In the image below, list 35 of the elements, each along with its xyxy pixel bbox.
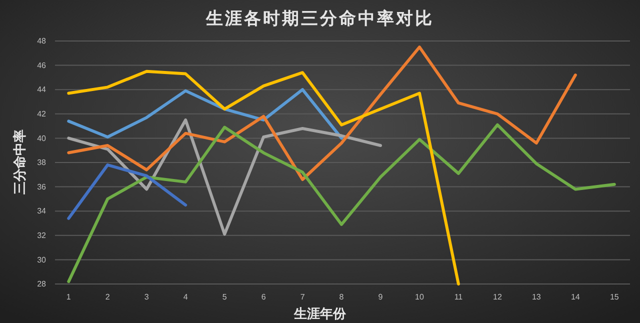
x-tick-label: 1 bbox=[66, 292, 72, 302]
y-tick-label: 30 bbox=[37, 255, 47, 264]
y-tick-label: 28 bbox=[37, 280, 47, 289]
x-tick-label: 9 bbox=[378, 292, 384, 302]
y-tick-label: 38 bbox=[37, 158, 47, 168]
line-series bbox=[67, 70, 460, 286]
chart-title: 生涯各时期三分命中率对比 bbox=[205, 9, 434, 29]
y-tick-label: 34 bbox=[37, 206, 47, 216]
x-tick-label: 8 bbox=[339, 292, 344, 302]
x-tick-label: 12 bbox=[493, 292, 502, 302]
y-tick-label: 36 bbox=[37, 182, 47, 192]
y-axis-title: 三分命中率 bbox=[12, 130, 28, 194]
line-series bbox=[67, 118, 382, 236]
x-tick-label: 14 bbox=[570, 292, 580, 302]
line-series bbox=[67, 46, 577, 182]
y-tick-label: 40 bbox=[37, 134, 47, 143]
x-tick-label: 11 bbox=[454, 292, 464, 302]
x-axis-title: 生涯年份 bbox=[293, 307, 347, 322]
x-tick-label: 3 bbox=[144, 292, 150, 302]
x-tick-label: 5 bbox=[222, 292, 228, 302]
x-tick-label: 7 bbox=[300, 292, 306, 302]
line-series bbox=[67, 88, 344, 140]
y-tick-label: 48 bbox=[37, 36, 47, 46]
x-tick-label: 15 bbox=[610, 292, 620, 302]
x-tick-label: 10 bbox=[415, 292, 424, 302]
y-tick-label: 42 bbox=[37, 109, 47, 118]
x-tick-label: 4 bbox=[183, 292, 188, 302]
x-tick-label: 6 bbox=[261, 292, 266, 302]
line-series bbox=[67, 123, 616, 284]
y-tick-label: 32 bbox=[37, 230, 47, 240]
line-series bbox=[67, 163, 188, 220]
x-tick-label: 2 bbox=[105, 292, 110, 302]
x-tick-label: 13 bbox=[532, 292, 542, 302]
y-tick-label: 44 bbox=[37, 85, 47, 94]
y-tick-label: 46 bbox=[37, 60, 47, 70]
